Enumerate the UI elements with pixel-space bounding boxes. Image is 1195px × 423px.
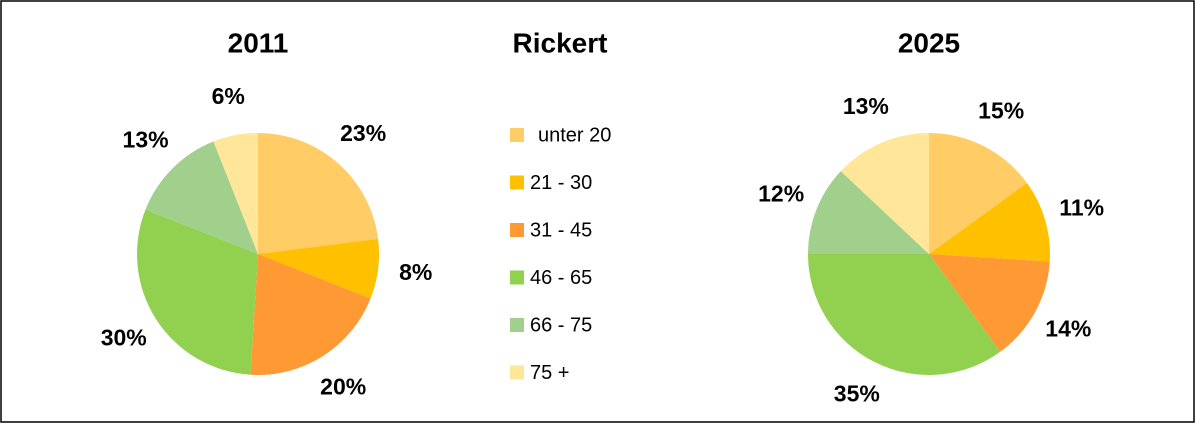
pie-slice (808, 171, 929, 254)
legend-swatch (510, 365, 524, 380)
legend-swatch (510, 223, 524, 237)
legend-swatch (510, 175, 524, 190)
slice-label: 20% (320, 373, 366, 399)
pie-slice (258, 133, 379, 254)
slice-label: 15% (978, 97, 1024, 123)
slice-label: 11% (1059, 195, 1104, 221)
legend-swatch (510, 318, 524, 332)
legend-label: 46 - 65 (530, 267, 592, 289)
pie-slice (137, 209, 258, 375)
legend-label: 66 - 75 (530, 314, 592, 336)
legend-label: unter 20 (538, 124, 611, 146)
slice-label: 8% (399, 259, 432, 285)
slice-label: 35% (834, 381, 880, 407)
pie-slice (808, 254, 1001, 375)
legend-label: 75 + (530, 362, 569, 384)
legend-label: 31 - 45 (530, 219, 592, 241)
legend-label: 21 - 30 (530, 172, 592, 194)
slice-label: 23% (340, 120, 386, 146)
slice-label: 6% (212, 83, 245, 109)
legend-swatch (510, 128, 524, 142)
slice-label: 30% (101, 324, 147, 350)
slice-label: 13% (843, 93, 889, 119)
pie-slice (258, 238, 379, 299)
pie-slice (213, 133, 258, 254)
slice-label: 12% (758, 181, 804, 207)
slice-label: 13% (123, 127, 169, 153)
pie-slice (929, 133, 1027, 254)
main-title: Rickert (513, 27, 608, 58)
pie-slice (929, 254, 1050, 352)
pie-title: 2011 (228, 27, 289, 58)
pie-slice (250, 254, 371, 375)
pie-slice (929, 182, 1050, 262)
pie-slice (840, 133, 929, 254)
legend-swatch (510, 270, 524, 285)
pie-title: 2025 (898, 27, 960, 58)
slice-label: 14% (1045, 316, 1091, 342)
pie-slice (145, 141, 258, 254)
